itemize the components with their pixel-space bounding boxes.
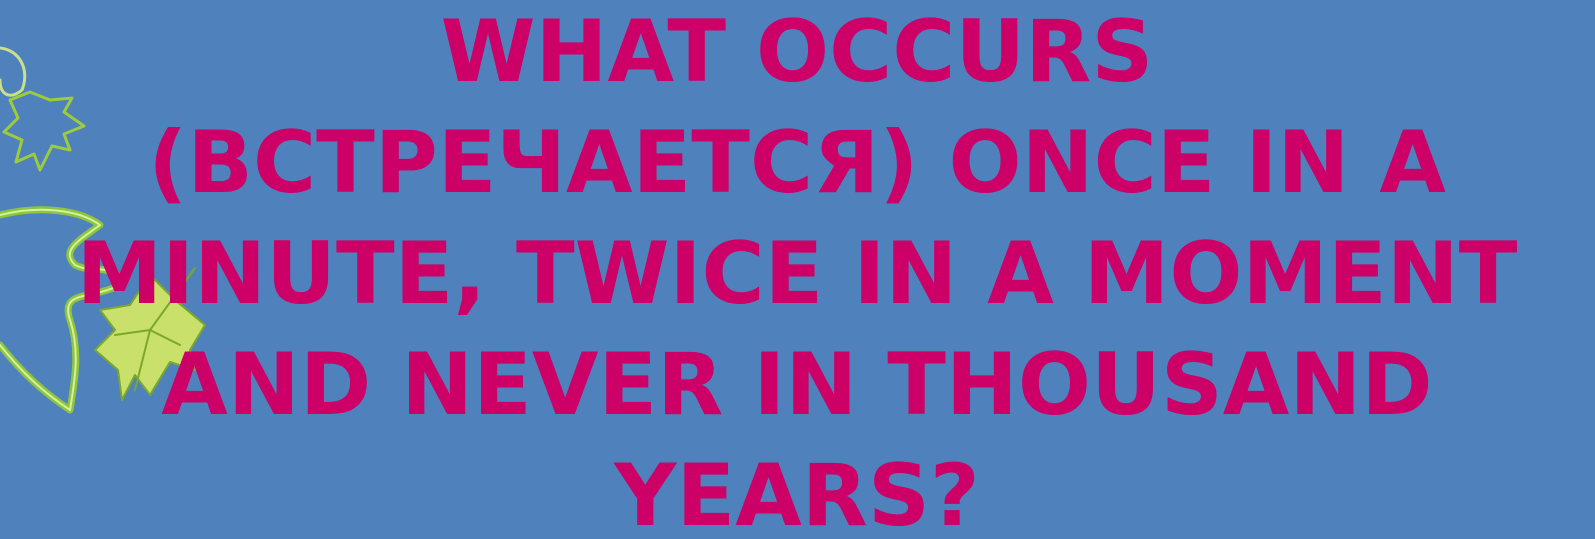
title-line: (ВСТРЕЧАЕТСЯ) ONCE IN A — [148, 113, 1446, 213]
title-line: AND NEVER IN THOUSAND — [161, 335, 1432, 435]
title-line: YEARS? — [613, 446, 980, 539]
title-line: WHAT OCCURS — [441, 2, 1154, 102]
title-line: MINUTE, TWICE IN A MOMENT — [77, 224, 1518, 324]
slide: WHAT OCCURS (ВСТРЕЧАЕТСЯ) ONCE IN A MINU… — [0, 0, 1595, 539]
page: WHAT OCCURS (ВСТРЕЧАЕТСЯ) ONCE IN A MINU… — [0, 0, 1595, 539]
